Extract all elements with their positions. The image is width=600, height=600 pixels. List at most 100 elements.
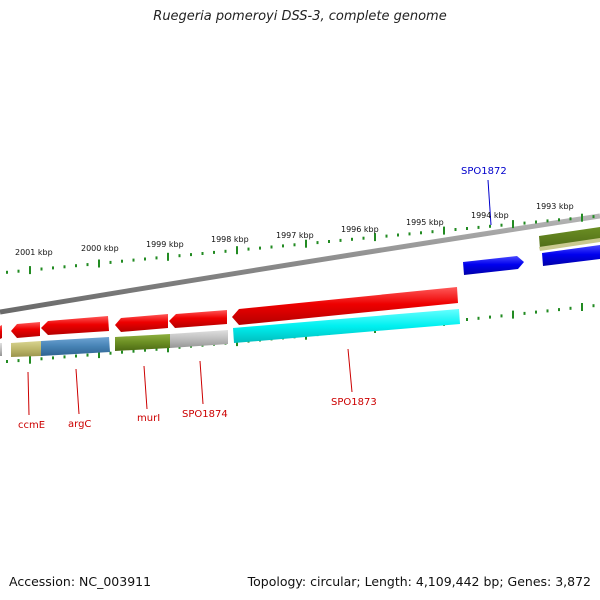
ruler-top-tick (155, 256, 158, 260)
ruler-top-tick (316, 241, 319, 245)
ruler-bottom-tick (155, 347, 158, 351)
ruler-top-tick (247, 247, 250, 251)
ruler-bottom-tick (466, 318, 468, 321)
ruler-top-tick (431, 230, 434, 234)
leader-ccmE (27, 371, 30, 416)
ruler-bottom-tick (17, 359, 20, 363)
ruler-top-tick (17, 269, 20, 273)
ruler-top-tick (397, 233, 399, 237)
label-ccmE[interactable]: ccmE (18, 420, 45, 431)
ruler-top-tick (546, 219, 549, 223)
ruler-top-tick (190, 253, 192, 257)
ruler-top-tick (535, 220, 537, 224)
gene-reverse-edge[interactable] (0, 325, 2, 339)
gene-spo1874[interactable] (169, 310, 227, 328)
ruler-top-tick (132, 258, 135, 262)
cog-khaki (11, 341, 41, 357)
cog-grey (170, 330, 228, 348)
ruler-top-tick (523, 221, 526, 225)
ruler-bottom-tick (167, 344, 169, 353)
ruler-label-2001: 2001 kbp (15, 248, 53, 257)
gene-ccmE[interactable] (11, 322, 40, 338)
ruler-bottom-tick (98, 350, 100, 359)
ruler-top-tick (420, 231, 422, 235)
label-murI[interactable]: murI (137, 413, 160, 424)
ruler-top-tick (213, 250, 215, 254)
ruler-bottom-tick (500, 314, 503, 318)
ruler-top-tick (167, 252, 169, 261)
ruler-top-tick (259, 246, 261, 250)
ruler-bottom-tick (6, 360, 8, 363)
ruler-top-tick (339, 238, 342, 242)
ruler-top-tick (443, 226, 445, 235)
ruler-top-tick (408, 232, 411, 236)
ruler-top-tick (236, 246, 238, 255)
cog-steelblue (41, 337, 110, 356)
gene-forward-olive-edge-shade (539, 238, 600, 251)
ruler-top-tick (374, 233, 376, 242)
ruler-top-tick (121, 259, 123, 263)
ruler-top-tick (201, 252, 204, 255)
leader-spo1874 (199, 360, 204, 405)
ruler-top-tick (98, 259, 100, 268)
ruler-label-1993: 1993 kbp (536, 202, 574, 211)
label-spo1873[interactable]: SPO1873 (331, 397, 377, 408)
ruler-top-tick (40, 267, 43, 271)
ruler-bottom-tick (581, 303, 583, 311)
gene-spo1873[interactable] (232, 287, 458, 325)
ruler-top-tick (224, 249, 227, 253)
accession-text: Accession: NC_003911 (9, 574, 152, 589)
label-argC[interactable]: argC (68, 419, 91, 430)
ruler-top-tick (282, 244, 284, 248)
ruler-label-1998: 1998 kbp (211, 235, 249, 244)
forward-strand-genes (463, 227, 600, 275)
ruler-top-tick (86, 263, 89, 267)
ruler-bottom-tick (52, 356, 54, 360)
ruler-bottom-tick (592, 304, 595, 308)
ruler-top-tick (385, 234, 388, 238)
ruler-bottom-tick (132, 349, 135, 353)
ruler-top-tick (144, 257, 146, 261)
gene-argC[interactable] (41, 316, 109, 335)
leader-murI (143, 365, 148, 410)
gene-murI[interactable] (115, 314, 168, 332)
ruler-bottom-tick (86, 353, 89, 357)
ruler-labels: 2001 kbp 2000 kbp 1999 kbp 1998 kbp 1997… (15, 202, 574, 257)
ruler-top-tick (328, 240, 330, 243)
ruler-top (6, 213, 595, 275)
gene-spo1872[interactable] (463, 256, 524, 275)
ruler-bottom-tick (558, 308, 560, 312)
ruler-label-1994: 1994 kbp (471, 211, 509, 220)
reverse-strand-genes (0, 287, 458, 339)
ruler-top-tick (362, 236, 365, 240)
ruler-bottom-tick (75, 354, 77, 358)
ruler-top-tick (454, 228, 457, 231)
label-spo1874[interactable]: SPO1874 (182, 409, 228, 420)
ruler-bottom-tick (109, 351, 112, 355)
gene-forward-edge[interactable] (542, 245, 600, 266)
gene-labels: SPO1872 ccmE argC murI SPO1874 SPO1873 (18, 166, 507, 431)
ruler-label-1996: 1996 kbp (341, 225, 379, 234)
ruler-label-2000: 2000 kbp (81, 244, 119, 253)
ruler-top-tick (305, 239, 307, 248)
ruler-top-tick (63, 265, 66, 269)
gene-forward-olive-edge[interactable] (539, 227, 600, 249)
ruler-label-1999: 1999 kbp (146, 240, 184, 249)
ruler-bottom-tick (489, 315, 491, 319)
label-spo1872[interactable]: SPO1872 (461, 166, 507, 177)
leader-spo1872 (487, 179, 492, 226)
ruler-top-tick (500, 223, 503, 227)
cog-cyan (233, 309, 460, 343)
ruler-bottom-tick (535, 310, 537, 314)
leader-spo1873 (347, 348, 353, 393)
ruler-top-tick (351, 237, 353, 241)
ruler-top-tick (52, 266, 54, 270)
genome-backbone (0, 213, 600, 315)
ruler-top-tick (512, 220, 514, 229)
ruler-top-tick (477, 225, 480, 229)
ruler-top-tick (558, 218, 560, 222)
ruler-bottom-tick (40, 357, 43, 361)
leader-argC (75, 368, 80, 415)
ruler-label-1995: 1995 kbp (406, 218, 444, 227)
